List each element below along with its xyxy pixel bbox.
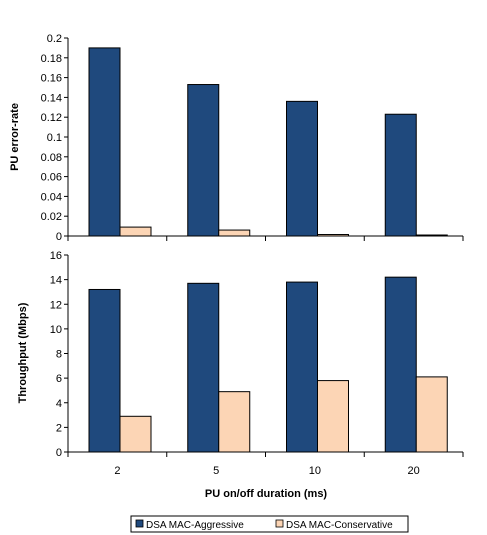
error-rate-y-tick-label: 0.16 [41,73,62,85]
throughput-bar-aggressive-10 [286,281,318,453]
throughput-chart: Throughput (Mbps) 0 2 4 6 8 10 12 14 16 2 5 10 20 P… [17,250,464,500]
x-axis-title: PU on/off duration (ms) [205,488,328,500]
error-rate-y-tick-label: 0 [56,231,62,243]
throughput-bar-conservative-2 [119,415,152,453]
throughput-y-tick-label: 16 [50,250,62,262]
error-rate-y-tick-label: 0.1 [47,132,62,144]
x-tick-label: 2 [114,465,120,477]
throughput-bar-conservative-20 [415,376,448,453]
error-rate-y-tick-label: 0.12 [41,112,62,124]
throughput-x-ticks: 2 5 10 20 [114,465,419,477]
throughput-y-tick-label: 4 [56,398,62,410]
legend-label-conservative: DSA MAC-Conservative [286,520,393,531]
throughput-bars [67,276,464,457]
error-rate-y-tick-label: 0.02 [41,211,62,223]
error-rate-y-tick-label: 0.18 [41,53,62,65]
throughput-y-tick-label: 8 [56,349,62,361]
error-rate-y-tick-label: 0.06 [41,172,62,184]
error-rate-y-tick-label: 0.04 [41,191,62,203]
legend-box [130,515,409,533]
legend: DSA MAC-Aggressive DSA MAC-Conservative [130,515,409,533]
throughput-bar-aggressive-5 [187,282,220,453]
error-rate-y-axis-title: PU error-rate [9,103,21,171]
throughput-y-tick-label: 10 [50,324,62,336]
error-rate-y-ticks: 0 0.02 0.04 0.06 0.08 0.1 0.12 0.14 0.16 0.18 0.2 [41,33,68,243]
x-tick-label: 10 [309,465,321,477]
throughput-bar-aggressive-2 [88,288,121,453]
throughput-y-tick-label: 12 [50,299,62,311]
throughput-bar-aggressive-20 [384,276,417,453]
error-rate-bar-aggressive-2 [88,47,121,237]
x-tick-label: 20 [408,465,420,477]
error-rate-bar-conservative-2 [119,226,152,237]
x-tick-label: 5 [213,465,219,477]
error-rate-bar-aggressive-10 [286,100,318,237]
legend-swatch-conservative [275,519,284,528]
error-rate-bar-aggressive-20 [384,113,417,237]
legend-swatch-aggressive [135,519,144,528]
error-rate-y-tick-label: 0.14 [41,92,62,104]
throughput-y-tick-label: 6 [56,373,62,385]
error-rate-bar-aggressive-5 [187,84,220,237]
error-rate-y-tick-label: 0.2 [47,33,62,45]
throughput-y-axis-title: Throughput (Mbps) [17,302,29,403]
error-rate-bars [67,47,464,241]
throughput-bar-conservative-10 [317,380,349,453]
error-rate-y-tick-label: 0.08 [41,152,62,164]
throughput-y-tick-label: 0 [56,447,62,459]
legend-label-aggressive: DSA MAC-Aggressive [146,520,244,531]
throughput-y-tick-label: 2 [56,422,62,434]
error-rate-chart: PU error-rate 0 0.02 0.04 0.06 0.08 0.1 0.12 0.… [9,33,464,243]
throughput-bar-conservative-5 [218,391,251,453]
throughput-y-tick-label: 14 [50,275,62,287]
throughput-y-ticks: 0 2 4 6 8 10 12 14 16 [50,250,68,459]
error-rate-bar-conservative-5 [218,229,251,237]
